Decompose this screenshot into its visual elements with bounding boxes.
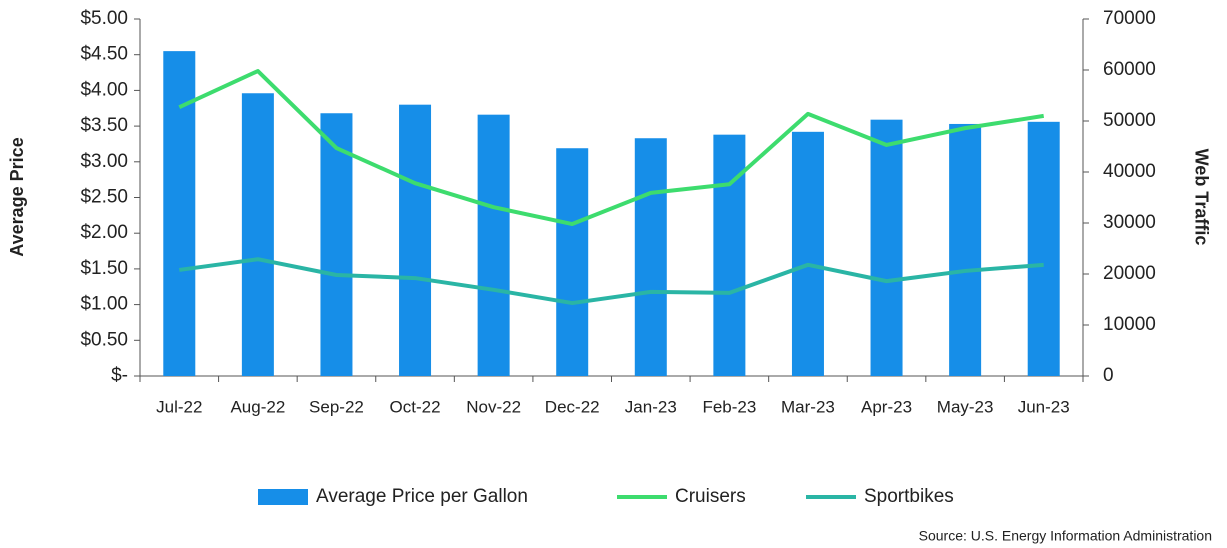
y-tick-label: $1.00 xyxy=(80,294,128,315)
y-tick-label: $3.50 xyxy=(80,115,128,136)
y2-tick-label: 10000 xyxy=(1103,314,1156,335)
line-series xyxy=(178,69,1045,227)
y2-tick-label: 0 xyxy=(1103,365,1114,386)
y2-tick-label: 40000 xyxy=(1103,161,1156,182)
y-tick-label: $- xyxy=(111,365,128,386)
source-note: Source: U.S. Energy Information Administ… xyxy=(919,528,1212,544)
y2-tick-label: 70000 xyxy=(1103,8,1156,29)
y-tick-label: $4.00 xyxy=(80,79,128,100)
legend-label: Cruisers xyxy=(675,486,746,507)
x-tick-label: Jul-22 xyxy=(156,397,202,416)
bar xyxy=(634,138,667,376)
y2-tick-label: 50000 xyxy=(1103,110,1156,131)
bar xyxy=(241,93,274,377)
x-tick-label: Oct-22 xyxy=(390,397,441,416)
x-tick-label: Aug-22 xyxy=(230,397,285,416)
legend-swatch xyxy=(258,489,308,505)
x-tick-label: Jan-23 xyxy=(625,397,677,416)
bar xyxy=(949,123,982,376)
bar xyxy=(163,51,196,376)
legend-label: Sportbikes xyxy=(864,486,954,507)
x-tick-label: Dec-22 xyxy=(545,397,600,416)
bar xyxy=(556,148,589,376)
x-tick-label: Jun-23 xyxy=(1018,397,1070,416)
y-tick-label: $4.50 xyxy=(80,44,128,65)
y2-tick-label: 30000 xyxy=(1103,212,1156,233)
bar xyxy=(791,131,824,376)
bar xyxy=(1027,121,1060,376)
bar xyxy=(320,113,353,377)
y-tick-label: $0.50 xyxy=(80,329,128,350)
y-tick-label: $2.00 xyxy=(80,222,128,243)
y2-axis-title: Web Traffic xyxy=(1191,149,1211,246)
x-tick-label: May-23 xyxy=(937,397,994,416)
y-tick-label: $5.00 xyxy=(80,8,128,29)
x-tick-label: Apr-23 xyxy=(861,397,912,416)
y2-tick-label: 60000 xyxy=(1103,59,1156,80)
bar xyxy=(399,104,432,377)
line-series xyxy=(179,257,1044,306)
x-tick-label: Mar-23 xyxy=(781,397,835,416)
bar xyxy=(870,119,903,376)
y-tick-label: $3.00 xyxy=(80,151,128,172)
y-tick-label: $2.50 xyxy=(80,187,128,208)
y-axis-title: Average Price xyxy=(7,137,27,256)
bar xyxy=(477,114,510,377)
y-tick-label: $1.50 xyxy=(80,258,128,279)
y2-tick-label: 20000 xyxy=(1103,263,1156,284)
x-tick-label: Feb-23 xyxy=(702,397,756,416)
x-tick-label: Nov-22 xyxy=(466,397,521,416)
legend-label: Average Price per Gallon xyxy=(316,486,528,507)
bar xyxy=(713,134,746,376)
x-tick-label: Sep-22 xyxy=(309,397,364,416)
